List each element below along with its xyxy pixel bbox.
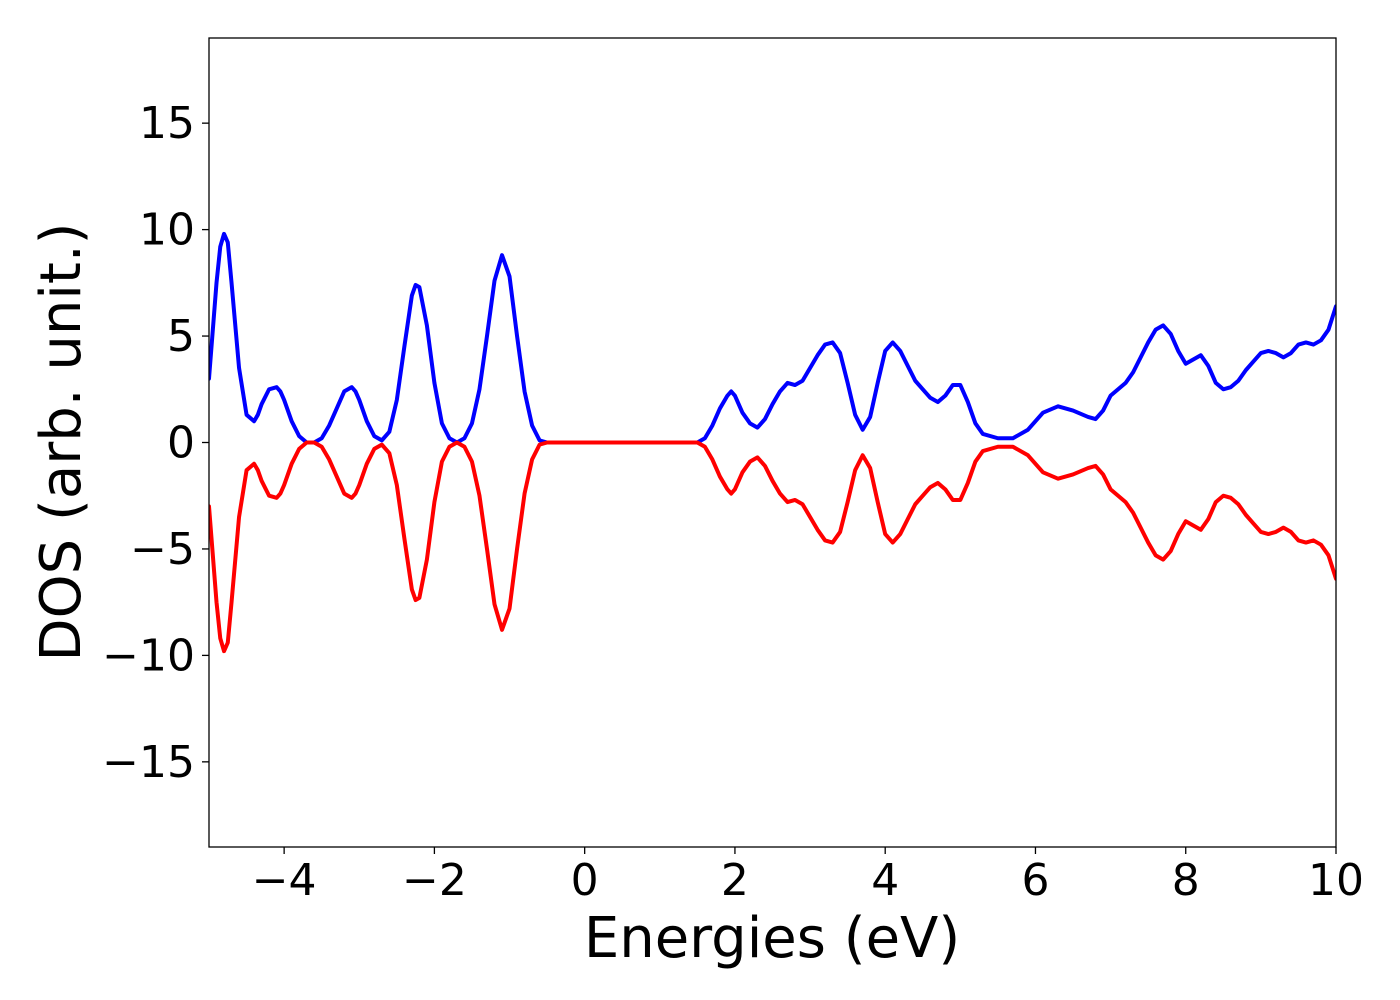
x-tick-label: 8 — [1172, 855, 1200, 906]
y-tick-label: −15 — [102, 737, 195, 788]
series-layer — [209, 231, 1336, 654]
y-tick-label: 5 — [167, 311, 195, 362]
x-tick-label: 10 — [1308, 855, 1364, 906]
x-tick-label: −4 — [252, 855, 317, 906]
y-tick-label: 10 — [139, 205, 195, 256]
series-line-2 — [209, 440, 1336, 654]
x-tick-label: 4 — [871, 855, 899, 906]
series-line-1 — [209, 231, 1336, 445]
x-tick-label: 2 — [721, 855, 749, 906]
y-axis-label: DOS (arb. unit.) — [29, 222, 94, 661]
y-tick-label: 0 — [167, 418, 195, 469]
x-tick-label: 6 — [1021, 855, 1049, 906]
y-tick-label: −10 — [102, 630, 195, 681]
y-tick-label: −5 — [130, 524, 195, 575]
x-tick-label: 0 — [571, 855, 599, 906]
x-axis-label: Energies (eV) — [584, 906, 960, 971]
x-axis: −4 −2 0 2 4 6 8 10 — [252, 847, 1364, 906]
y-axis: −15 −10 −5 0 5 10 15 — [102, 98, 209, 788]
x-tick-label: −2 — [402, 855, 467, 906]
y-tick-label: 15 — [139, 98, 195, 149]
